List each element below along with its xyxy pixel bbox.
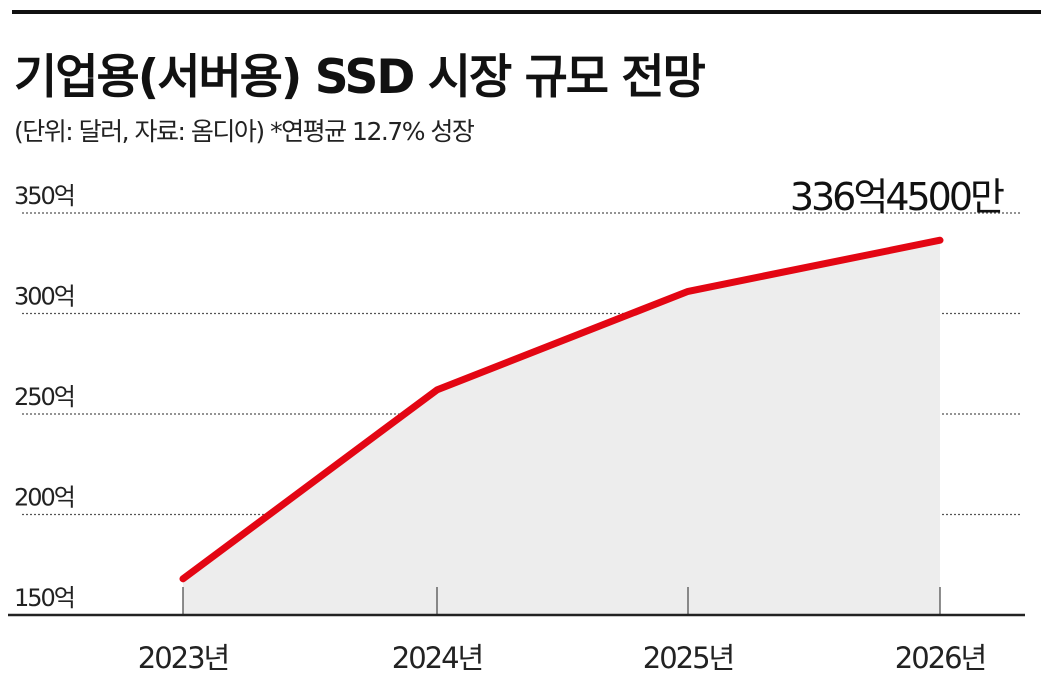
x-tick-label: 2026년 bbox=[895, 641, 985, 675]
chart-title: 기업용(서버용) SSD 시장 규모 전망 bbox=[14, 50, 706, 105]
area-fill bbox=[183, 240, 940, 615]
x-tick-label: 2025년 bbox=[643, 641, 733, 675]
series-line bbox=[179, 236, 944, 583]
y-tick-label: 250억 bbox=[14, 383, 74, 411]
y-tick-label: 300억 bbox=[14, 283, 74, 311]
y-tick-label: 350억 bbox=[14, 182, 74, 210]
x-tick-label: 2023년 bbox=[138, 641, 228, 675]
top-rule bbox=[12, 10, 1041, 14]
y-tick-label: 150억 bbox=[14, 584, 74, 612]
x-tick-label: 2024년 bbox=[392, 641, 482, 675]
chart-subtitle: (단위: 달러, 자료: 옴디아) *연평균 12.7% 성장 bbox=[14, 117, 475, 146]
y-tick-label: 200억 bbox=[14, 484, 74, 512]
value-annotation: 336억4500만 bbox=[790, 175, 1004, 219]
